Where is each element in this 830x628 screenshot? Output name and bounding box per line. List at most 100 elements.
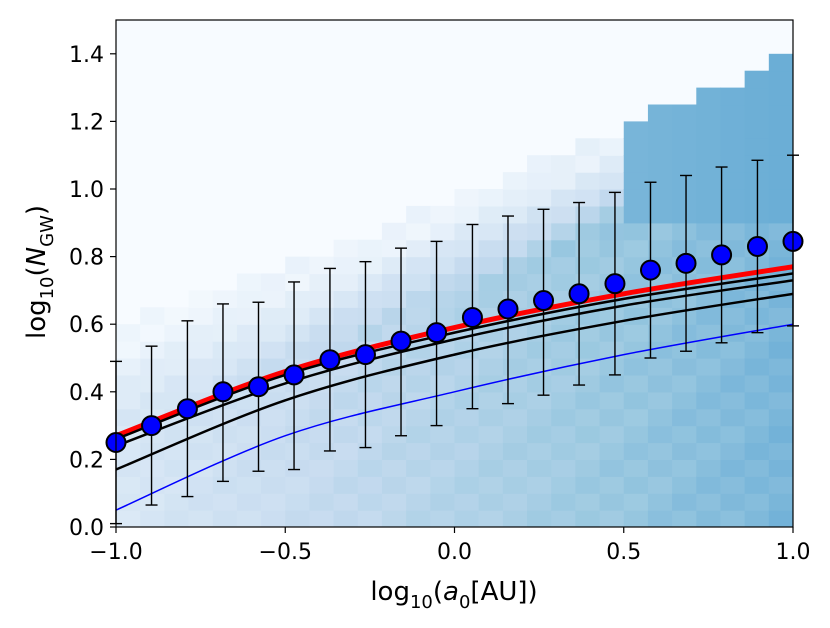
x-tick-label: 0.5: [606, 540, 641, 565]
heatmap-cell: [768, 53, 793, 72]
heatmap-cell: [261, 324, 286, 342]
heatmap-cell: [309, 290, 335, 308]
heatmap-cell: [599, 138, 625, 156]
heatmap-cell: [430, 290, 456, 308]
heatmap-cell: [454, 222, 480, 241]
data-point: [711, 244, 733, 266]
heatmap-cell: [744, 442, 770, 460]
heatmap-cell: [599, 324, 625, 342]
heatmap-cell: [309, 273, 335, 291]
heatmap-cell: [768, 476, 793, 494]
heatmap-cell: [406, 374, 431, 393]
heatmap-cell: [575, 442, 601, 460]
heatmap-cell: [333, 425, 359, 444]
heatmap-cell: [527, 222, 552, 241]
heatmap-cell: [333, 239, 359, 258]
heatmap-cell: [623, 324, 649, 342]
heatmap-cell: [430, 307, 456, 325]
heatmap-cell: [768, 493, 793, 511]
heatmap-cell: [261, 493, 286, 511]
heatmap-cell: [357, 493, 383, 511]
heatmap-cell: [527, 189, 552, 207]
heatmap-cell: [527, 341, 552, 359]
heatmap-cell: [285, 459, 311, 477]
heatmap-cell: [309, 256, 335, 275]
x-tick-label: 0.0: [437, 540, 472, 565]
y-tick-label: 0.2: [69, 448, 104, 473]
heatmap-cell: [768, 324, 793, 342]
heatmap-cell: [381, 256, 407, 275]
data-point: [533, 290, 555, 312]
heatmap-cell: [768, 510, 793, 527]
heatmap-cell: [502, 189, 528, 207]
heatmap-cell: [527, 256, 552, 275]
heatmap-cell: [768, 290, 793, 308]
heatmap-cell: [744, 121, 770, 139]
heatmap-cell: [381, 408, 407, 427]
heatmap-cell: [261, 273, 286, 291]
heatmap-cell: [768, 121, 793, 139]
heatmap-cell: [502, 459, 528, 477]
heatmap-cell: [140, 476, 165, 494]
heatmap-cell: [309, 391, 335, 410]
heatmap-cell: [381, 273, 407, 291]
heatmap-cell: [599, 425, 625, 444]
heatmap-cell: [309, 493, 335, 511]
heatmap-cell: [672, 138, 697, 156]
heatmap-cell: [672, 476, 697, 494]
heatmap-cell: [333, 442, 359, 460]
y-tick-label: 0.0: [69, 516, 104, 541]
heatmap-cell: [454, 510, 480, 527]
heatmap-cell: [261, 425, 286, 444]
heatmap-cell: [599, 459, 625, 477]
heatmap-cell: [502, 358, 528, 376]
heatmap-cell: [575, 391, 601, 410]
heatmap-cell: [285, 290, 311, 308]
heatmap-cell: [647, 138, 673, 156]
heatmap-cell: [212, 459, 238, 477]
heatmap-cell: [454, 442, 480, 460]
heatmap-cell: [116, 408, 141, 427]
heatmap-cell: [551, 510, 576, 527]
heatmap-cell: [261, 391, 286, 410]
heatmap-cell: [623, 391, 649, 410]
heatmap-cell: [623, 476, 649, 494]
heatmap-cell: [454, 205, 480, 224]
heatmap-cell: [164, 442, 190, 460]
heatmap-cell: [478, 442, 504, 460]
heatmap-cell: [696, 493, 722, 511]
heatmap-cell: [647, 172, 673, 190]
heatmap-cell: [575, 425, 601, 444]
curve-black-3: [116, 292, 793, 471]
heatmap-cell: [357, 374, 383, 393]
heatmap-cell: [188, 476, 214, 494]
heatmap-cell: [236, 425, 262, 444]
heatmap-cell: [623, 493, 649, 511]
heatmap-cell: [696, 425, 722, 444]
heatmap-cell: [261, 510, 286, 527]
heatmap-cell: [357, 273, 383, 291]
heatmap-cell: [333, 459, 359, 477]
heatmap-cell: [744, 104, 770, 122]
heatmap-cell: [647, 104, 673, 122]
heatmap-cell: [672, 510, 697, 527]
heatmap-cell: [744, 459, 770, 477]
heatmap-cell: [672, 341, 697, 359]
heatmap-cell: [357, 459, 383, 477]
heatmap-cell: [551, 273, 576, 291]
heatmap-cell: [672, 155, 697, 173]
heatmap-cell: [575, 172, 601, 190]
heatmap-cell: [454, 493, 480, 511]
heatmap-cell: [623, 442, 649, 460]
heatmap-cell: [502, 391, 528, 410]
heatmap-cell: [696, 358, 722, 376]
heatmap-cell: [478, 205, 504, 224]
heatmap-cell: [164, 307, 190, 325]
heatmap-cell: [212, 358, 238, 376]
heatmap-cell: [623, 408, 649, 427]
heatmap-cell: [672, 189, 697, 207]
heatmap-cell: [381, 476, 407, 494]
heatmap-cell: [720, 341, 746, 359]
heatmap-cell: [744, 87, 770, 106]
heatmap-cell: [236, 459, 262, 477]
